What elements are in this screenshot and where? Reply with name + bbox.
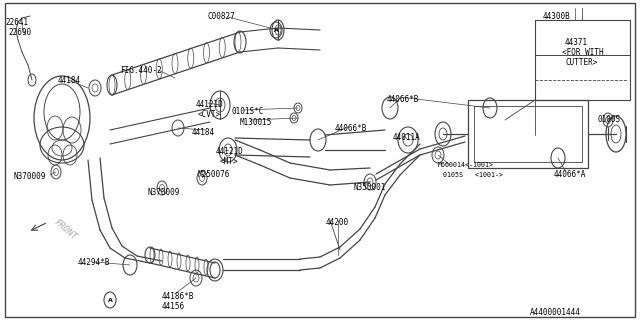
Text: 0100S: 0100S (598, 115, 621, 124)
Text: N350001: N350001 (353, 183, 385, 192)
Text: 44371: 44371 (565, 38, 588, 47)
Text: A4400001444: A4400001444 (530, 308, 581, 317)
Text: A: A (273, 28, 278, 33)
Text: N370009: N370009 (14, 172, 46, 181)
Text: M660014<-1001>: M660014<-1001> (438, 162, 494, 168)
Text: 22641: 22641 (5, 18, 28, 27)
Text: C00827: C00827 (208, 12, 236, 21)
Text: 44200: 44200 (326, 218, 349, 227)
Text: <CVT>: <CVT> (198, 110, 221, 119)
Text: M250076: M250076 (198, 170, 230, 179)
Text: 44066*B: 44066*B (335, 124, 367, 133)
Text: 44121D: 44121D (196, 100, 224, 109)
Text: M130015: M130015 (240, 118, 273, 127)
Text: 44121D: 44121D (216, 147, 244, 156)
Text: 0105S   <1001->: 0105S <1001-> (443, 172, 503, 178)
Text: N370009: N370009 (148, 188, 180, 197)
Text: 22690: 22690 (8, 28, 31, 37)
Text: <MT>: <MT> (220, 157, 239, 166)
Text: 44184: 44184 (192, 128, 215, 137)
Text: 44184: 44184 (58, 76, 81, 85)
Text: 0101S*C: 0101S*C (232, 107, 264, 116)
Text: 44300B: 44300B (543, 12, 571, 21)
Bar (468, 100, 588, 168)
Text: 44066*A: 44066*A (554, 170, 586, 179)
Text: 44011A: 44011A (393, 133, 420, 142)
Text: 44156: 44156 (162, 302, 185, 311)
Bar (474, 106, 582, 162)
Text: FRONT: FRONT (52, 218, 78, 242)
Text: <FOR WITH: <FOR WITH (562, 48, 604, 57)
Text: 44066*B: 44066*B (387, 95, 419, 104)
Text: FIG.440-2: FIG.440-2 (120, 66, 162, 75)
Text: 44294*B: 44294*B (78, 258, 110, 267)
Text: 44186*B: 44186*B (162, 292, 195, 301)
Text: CUTTER>: CUTTER> (566, 58, 598, 67)
Text: A: A (108, 298, 113, 302)
Bar (535, 20, 630, 100)
